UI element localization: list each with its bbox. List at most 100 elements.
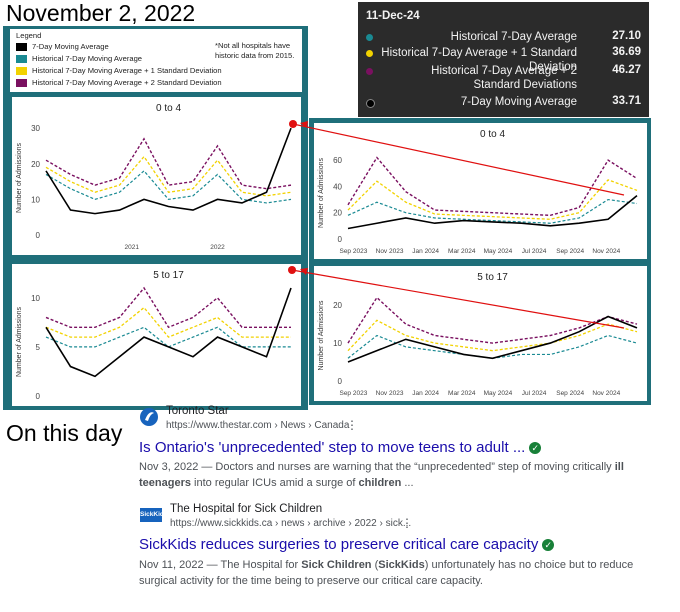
result-snippet: Nov 11, 2022 — The Hospital for Sick Chi… [139, 557, 639, 589]
more-options-icon[interactable]: ⋮ [346, 418, 358, 432]
x-tick-label: Mar 2024 [448, 390, 476, 397]
y-axis-label: Number of Admissions [318, 300, 325, 371]
sickkids-logo-icon: SickKids [140, 508, 167, 522]
result-title-text[interactable]: Is Ontario's 'unprecedented' step to mov… [139, 439, 526, 456]
series-line [45, 137, 292, 190]
y-tick-label: 10 [31, 195, 40, 204]
x-tick-label: Mar 2024 [448, 248, 476, 255]
tooltip-value: 27.10 [612, 30, 641, 42]
snippet-text: ) unfortunately has no choice but to red… [139, 559, 634, 587]
y-tick-label: 10 [31, 294, 40, 303]
series-line [347, 179, 638, 220]
x-tick-label: 2021 [125, 244, 140, 251]
y-tick-label: 20 [333, 301, 342, 310]
chart-5to17-2022: 5 to 17 Number of Admissions 0 5 10 [12, 264, 301, 406]
source-name: Toronto Star [166, 405, 229, 417]
series-line [347, 198, 638, 224]
y-tick-label: 0 [36, 231, 41, 240]
x-tick-label: May 2024 [484, 390, 513, 397]
snippet-text: Sick Children [301, 559, 372, 571]
snippet-text: ill teenagers [139, 461, 624, 489]
x-tick-label: Nov 2024 [592, 248, 620, 255]
tooltip-label: Historical 7-Day Average [450, 31, 577, 43]
plot-background [314, 266, 647, 401]
snippet-text: ... [401, 477, 414, 489]
series-line [347, 319, 638, 352]
result-title-text[interactable]: SickKids reduces surgeries to preserve c… [139, 536, 539, 553]
tooltip-dot [366, 34, 373, 41]
tooltip-value: 36.69 [612, 46, 641, 58]
series-line [45, 127, 292, 215]
snippet-text: ( [371, 559, 379, 571]
legend-item: Historical 7-Day Moving Average + 2 Stan… [16, 78, 222, 87]
source-url[interactable]: https://www.sickkids.ca › news › archive… [170, 518, 412, 529]
plot-background [12, 97, 301, 255]
legend-swatch [16, 78, 27, 87]
legend-swatch [16, 42, 27, 51]
x-tick-label: Sep 2024 [556, 248, 584, 255]
x-tick-label: Nov 2023 [376, 248, 404, 255]
legend-item: 7-Day Moving Average [16, 42, 109, 51]
y-tick-label: 0 [338, 377, 343, 386]
x-tick-label: Sep 2023 [339, 248, 367, 255]
y-tick-label: 0 [36, 392, 41, 401]
chart-0to4-2022: 0 to 4 Number of Admissions 0 10 20 30 2021 202… [12, 97, 301, 255]
x-tick-label: Jul 2024 [522, 248, 547, 255]
y-tick-label: 60 [333, 156, 342, 165]
result-title[interactable]: Is Ontario's 'unprecedented' step to mov… [139, 439, 542, 456]
x-tick-label: Jul 2024 [522, 390, 547, 397]
tooltip-label: Historical 7-Day Average + 1 Standard De… [381, 47, 577, 73]
result-title[interactable]: SickKids reduces surgeries to preserve c… [139, 536, 555, 553]
tooltip-dot [366, 50, 373, 57]
tooltip-dot [366, 99, 375, 108]
source-name: The Hospital for Sick Children [170, 503, 323, 515]
x-tick-label: Nov 2023 [376, 390, 404, 397]
plot-background [314, 123, 647, 259]
source-url[interactable]: https://www.thestar.com › News › Canada [166, 420, 350, 431]
y-axis-label: Number of Admissions [16, 306, 23, 377]
tooltip-label: Historical 7-Day Average + 2 Standard De… [431, 65, 577, 91]
x-tick-label: Jan 2024 [412, 248, 439, 255]
y-axis-label: Number of Admissions [318, 157, 325, 228]
tooltip-dot [366, 68, 373, 75]
verified-icon: ✓ [529, 442, 542, 454]
result-snippet: Nov 3, 2022 — Doctors and nurses are war… [139, 459, 659, 491]
x-tick-label: Sep 2024 [556, 390, 584, 397]
section-heading: On this day [6, 420, 123, 446]
toronto-star-logo-icon [140, 408, 158, 426]
page-title: November 2, 2022 [6, 0, 196, 26]
snippet-text: SickKids [378, 559, 425, 571]
chart-title: 5 to 17 [477, 272, 508, 283]
legend-label: Historical 7-Day Moving Average + 1 Stan… [32, 66, 222, 75]
series-line [45, 287, 292, 378]
legend-note: *Not all hospitals have historic data fr… [215, 41, 295, 60]
chart-0to4-2024: 0 to 4 Number of Admissions 0 20 40 60 Sep 202… [314, 123, 647, 259]
x-tick-label: May 2024 [484, 248, 513, 255]
x-tick-label: Sep 2023 [339, 390, 367, 397]
chart-title: 0 to 4 [480, 129, 505, 140]
legend-item: Historical 7-Day Moving Average [16, 54, 142, 63]
y-tick-label: 5 [36, 343, 41, 352]
snippet-text: children [358, 477, 402, 489]
y-tick-label: 40 [333, 182, 342, 191]
y-tick-label: 20 [333, 209, 342, 218]
plot-background [12, 264, 301, 406]
series-line [45, 170, 292, 204]
verified-icon: ✓ [542, 539, 555, 551]
tooltip: 11-Dec-24 Historical 7-Day Average 27.10… [358, 2, 649, 117]
series-line [45, 155, 292, 197]
tooltip-date: 11-Dec-24 [366, 10, 420, 22]
legend-label: 7-Day Moving Average [32, 42, 109, 51]
snippet-text: Nov 3, 2022 — Doctors and nurses are war… [139, 461, 615, 473]
legend-title: Legend [16, 31, 42, 40]
y-axis-label: Number of Admissions [16, 142, 23, 213]
chart-title: 5 to 17 [153, 270, 184, 281]
series-line [45, 286, 291, 329]
legend-item: Historical 7-Day Moving Average + 1 Stan… [16, 66, 222, 75]
legend-swatch [16, 66, 27, 75]
x-tick-label: Jan 2024 [412, 390, 439, 397]
tooltip-value: 46.27 [612, 64, 641, 76]
y-tick-label: 0 [338, 235, 343, 244]
legend-label: Historical 7-Day Moving Average [32, 54, 143, 63]
more-options-icon[interactable]: ⋮ [401, 516, 413, 530]
